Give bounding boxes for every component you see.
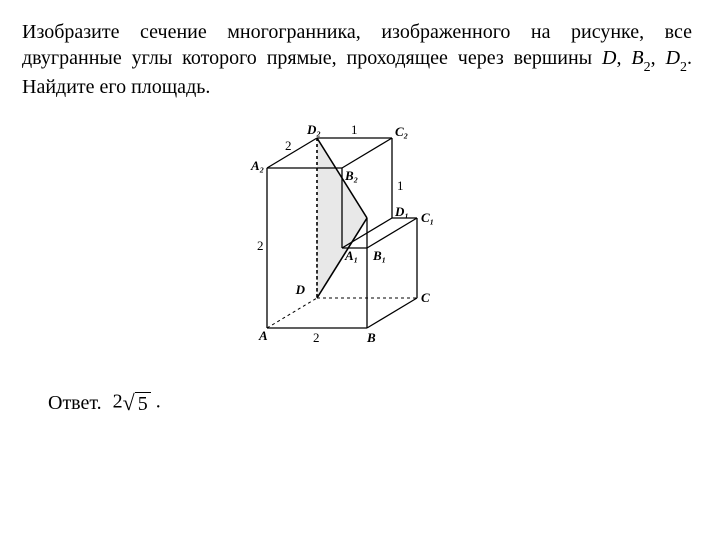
dim-top-1: 1 xyxy=(351,122,358,137)
vertex-d2-base: D xyxy=(666,47,680,69)
label-c1: C₁ xyxy=(421,210,434,225)
problem-text: Изобразите сечение многогранника, изобра… xyxy=(0,0,720,100)
label-b2: B₂ xyxy=(344,168,358,183)
label-c: C xyxy=(421,290,430,305)
dim-side-1: 1 xyxy=(397,178,404,193)
polyhedron-svg: A B C D A₁ B₁ C₁ D₁ A₂ B₂ C₂ D₂ 1 2 1 2 … xyxy=(249,118,471,344)
figure: A B C D A₁ B₁ C₁ D₁ A₂ B₂ C₂ D₂ 1 2 1 2 … xyxy=(0,118,720,350)
answer-label: Ответ. xyxy=(48,392,102,415)
vertex-b2-base: B xyxy=(631,47,643,69)
vertex-d2-sub: 2 xyxy=(680,60,687,75)
sqrt-icon: √5 xyxy=(123,390,151,416)
label-b1: B₁ xyxy=(372,248,386,263)
problem-pre: Изобразите сечение многогранника, изобра… xyxy=(22,21,692,69)
vertex-d: D xyxy=(602,47,616,69)
vertex-b2-sub: 2 xyxy=(644,60,651,75)
label-a: A xyxy=(258,328,268,343)
label-c2: C₂ xyxy=(395,124,408,139)
dim-side-2: 2 xyxy=(257,238,264,253)
dim-top-2: 2 xyxy=(285,138,292,153)
dim-bottom-2: 2 xyxy=(313,330,320,344)
label-d1: D₁ xyxy=(394,204,409,219)
label-b: B xyxy=(366,330,376,344)
label-d: D xyxy=(295,282,306,297)
solid-edges xyxy=(267,138,417,328)
label-d2: D₂ xyxy=(306,122,321,137)
answer-suffix: . xyxy=(156,391,161,413)
label-a2: A₂ xyxy=(250,158,264,173)
answer-row: Ответ. 2√5 . xyxy=(0,390,720,416)
answer-radicand: 5 xyxy=(135,392,151,416)
answer-value: 2√5 xyxy=(113,390,151,416)
label-a1: A₁ xyxy=(344,248,358,263)
answer-coef: 2 xyxy=(113,391,123,413)
